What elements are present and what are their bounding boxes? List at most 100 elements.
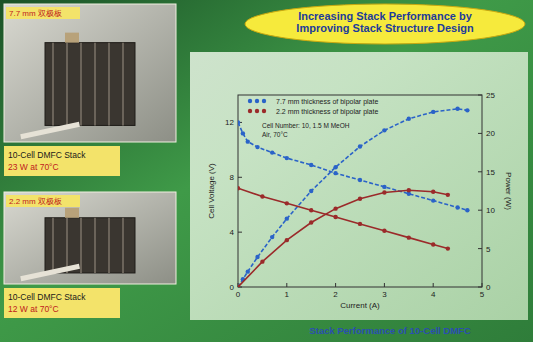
series-marker	[260, 194, 264, 198]
background	[0, 0, 533, 342]
stack-plate	[122, 43, 124, 126]
panel-detail: 23 W at 70°C	[8, 162, 59, 172]
y-tick	[238, 232, 242, 233]
series-marker	[358, 196, 362, 200]
series-marker	[382, 229, 386, 233]
poster: 7.7 mm 双极板 10-Cell DMFC Stack 23 W at 70°C…	[0, 0, 533, 342]
y2-tick	[478, 248, 482, 249]
annotation: Air, 70°C	[262, 131, 288, 138]
series-marker	[309, 189, 313, 193]
stack-plate	[94, 218, 96, 273]
series-marker	[407, 188, 411, 192]
x-tick-label: 5	[480, 290, 485, 299]
legend-marker	[255, 109, 259, 113]
y-tick-label: 4	[230, 228, 235, 237]
stack-body	[45, 43, 135, 126]
series-marker	[270, 150, 274, 154]
y2-tick-label: 20	[486, 129, 495, 138]
stack-plate	[108, 43, 110, 126]
caption-box	[4, 146, 120, 176]
y2-tick	[478, 287, 482, 288]
y2-tick	[478, 210, 482, 211]
panel-caption: 10-Cell DMFC Stack	[8, 150, 86, 160]
stack-plate	[108, 218, 110, 273]
series-marker	[285, 156, 289, 160]
series-marker	[309, 220, 313, 224]
y2-tick	[478, 171, 482, 172]
x-tick	[482, 283, 483, 287]
x-tick	[335, 283, 336, 287]
x-tick-label: 3	[382, 290, 387, 299]
series-marker	[382, 185, 386, 189]
legend-marker	[262, 109, 266, 113]
y2-tick-label: 5	[486, 245, 491, 254]
photo	[4, 4, 176, 142]
legend-marker	[248, 99, 252, 103]
series-line	[238, 190, 448, 287]
y2-tick-label: 15	[486, 168, 495, 177]
series-marker	[333, 171, 337, 175]
title-line: Improving Stack Structure Design	[296, 22, 474, 34]
y2-label: Power (W)	[504, 172, 513, 210]
y2-tick	[478, 133, 482, 134]
ruler	[20, 122, 80, 139]
legend-marker	[255, 99, 259, 103]
series-marker	[446, 193, 450, 197]
stack-plate	[122, 218, 124, 273]
connector	[65, 33, 79, 43]
y-tick-label: 0	[230, 283, 235, 292]
series-marker	[255, 145, 259, 149]
legend-marker	[262, 99, 266, 103]
series-line	[238, 188, 448, 248]
panel-label: 7.7 mm 双极板	[9, 9, 62, 18]
series-marker	[407, 235, 411, 239]
series-marker	[238, 186, 240, 190]
x-tick-label: 0	[236, 290, 241, 299]
plot-panel	[190, 52, 528, 320]
series-marker	[333, 165, 337, 169]
series-marker	[238, 285, 240, 287]
x-tick-label: 2	[333, 290, 338, 299]
legend-label: 7.7 mm thickness of bipolar plate	[276, 98, 378, 106]
x-tick-label: 1	[285, 290, 290, 299]
series-marker	[465, 108, 469, 112]
series-marker	[465, 208, 469, 212]
series-marker	[431, 190, 435, 194]
series-marker	[246, 269, 250, 273]
plot-frame	[238, 95, 482, 287]
series-marker	[285, 238, 289, 242]
y2-tick-label: 0	[486, 283, 491, 292]
series-marker	[270, 235, 274, 239]
series-marker	[241, 131, 245, 135]
series-marker	[431, 198, 435, 202]
label-box	[6, 195, 80, 207]
stack-plate	[66, 43, 68, 126]
y-tick	[238, 177, 242, 178]
title: Increasing Stack Performance byImproving…	[296, 10, 474, 34]
x-tick	[433, 283, 434, 287]
panel-label: 2.2 mm 双极板	[9, 197, 62, 206]
y-tick-label: 8	[230, 173, 235, 182]
stack-plate	[66, 218, 68, 273]
canvas: 7.7 mm 双极板 10-Cell DMFC Stack 23 W at 70°C…	[0, 0, 533, 342]
connector	[65, 208, 79, 218]
label-box	[6, 7, 80, 19]
series-marker	[333, 206, 337, 210]
series-marker	[260, 259, 264, 263]
y2-tick-label: 25	[486, 91, 495, 100]
series-marker	[309, 163, 313, 167]
data-group	[238, 107, 470, 287]
series-marker	[455, 107, 459, 111]
annotation: Cell Number: 10, 1.5 M MeOH	[262, 122, 350, 129]
series-marker	[238, 120, 240, 124]
legend-marker	[248, 109, 252, 113]
stack-plate	[80, 43, 82, 126]
panel-detail: 12 W at 70°C	[8, 304, 59, 314]
title-line: Increasing Stack Performance by	[298, 10, 473, 22]
stack-plate	[52, 218, 54, 273]
series-line	[238, 109, 467, 287]
photo	[4, 192, 176, 284]
series-marker	[358, 222, 362, 226]
stack-plate	[94, 43, 96, 126]
x-tick	[384, 283, 385, 287]
